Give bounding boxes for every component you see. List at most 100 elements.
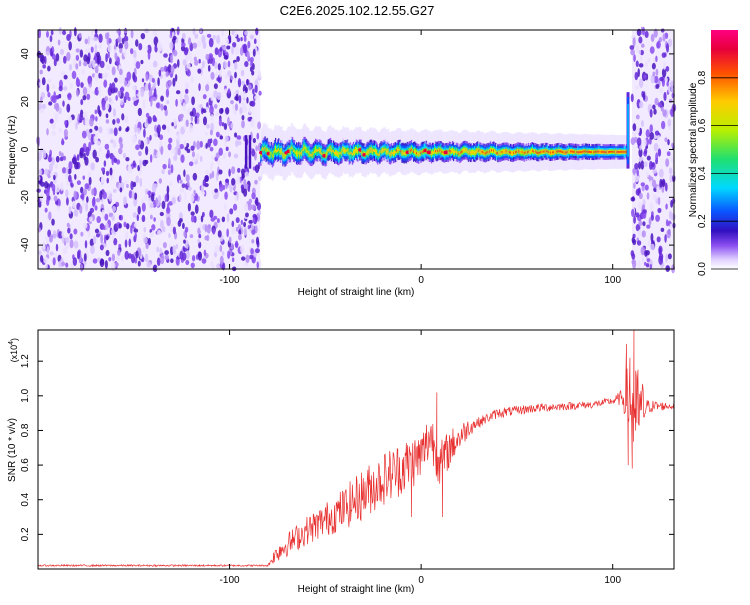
noise-blob (209, 129, 213, 136)
noise-blob (190, 114, 194, 122)
signal-band-cell (400, 150, 402, 153)
signal-band-cell (470, 151, 473, 154)
signal-band-cell (410, 148, 413, 151)
signal-band-cell (399, 148, 401, 151)
signal-band-cell (509, 151, 512, 154)
noise-blob (87, 35, 90, 45)
noise-blob (191, 157, 197, 163)
noise-blob (84, 48, 90, 53)
noise-blob (68, 206, 72, 215)
signal-band-cell (541, 151, 544, 154)
signal-band-cell (592, 151, 594, 154)
signal-band-cell (306, 149, 309, 153)
snr-scale-close: ) (9, 338, 19, 341)
noise-blob (72, 257, 78, 266)
signal-band-cell (459, 152, 461, 155)
signal-band-cell (477, 149, 479, 152)
noise-blob (133, 223, 138, 228)
signal-band-cell (483, 151, 486, 154)
noise-blob (661, 178, 666, 188)
noise-blob (94, 44, 98, 50)
signal-band-cell (558, 150, 560, 153)
signal-band-cell (519, 150, 522, 153)
signal-band-cell (337, 152, 339, 156)
noise-blob (96, 233, 100, 238)
signal-band-cell (613, 150, 615, 153)
noise-blob (659, 76, 664, 82)
noise-blob (658, 87, 664, 94)
noise-blob (67, 92, 72, 101)
noise-blob (653, 142, 659, 152)
noise-blob (105, 64, 111, 71)
noise-blob (153, 183, 158, 188)
noise-blob (189, 234, 194, 239)
spectrogram-panel: -100 0 100 -40 -20 0 20 40 Height of straight l… (7, 26, 677, 298)
noise-blob (246, 78, 249, 86)
noise-blob (62, 246, 68, 255)
signal-band-cell (587, 150, 590, 153)
noise-blob (197, 251, 203, 261)
noise-blob (141, 78, 145, 83)
noise-blob (130, 224, 133, 234)
signal-band-cell (494, 150, 496, 153)
noise-blob (121, 113, 125, 121)
noise-blob (139, 159, 142, 169)
noise-blob (221, 262, 226, 271)
noise-blob (123, 35, 129, 42)
signal-band-cell (269, 153, 272, 157)
noise-blob (642, 91, 646, 101)
colorbar-tick-label: 0.8 (697, 70, 708, 84)
noise-blob (44, 181, 49, 189)
signal-band-cell (297, 152, 299, 156)
noise-blob (643, 211, 647, 219)
noise-blob (668, 126, 672, 131)
noise-blob (233, 132, 238, 138)
noise-blob (635, 224, 641, 232)
noise-blob (170, 258, 174, 264)
noise-blob (152, 29, 156, 36)
noise-blob (182, 102, 187, 112)
noise-blob (190, 195, 195, 203)
noise-blob (137, 107, 142, 117)
noise-blob (44, 168, 49, 176)
signal-band-cell (615, 150, 617, 153)
signal-band-cell (317, 149, 319, 152)
signal-band-cell (565, 151, 568, 154)
noise-blob (206, 123, 210, 129)
noise-blob (151, 224, 156, 231)
noise-blob (646, 155, 651, 161)
signal-band-cell (586, 150, 589, 153)
noise-blob (196, 40, 202, 47)
noise-blob (226, 45, 231, 50)
noise-blob (123, 179, 128, 186)
signal-band-cell (529, 150, 532, 153)
signal-band-cell (298, 151, 300, 155)
noise-blob (642, 221, 646, 227)
noise-blob (252, 138, 257, 144)
noise-blob (153, 148, 157, 156)
noise-blob (654, 130, 660, 136)
noise-blob (71, 200, 76, 208)
noise-blob (217, 63, 221, 71)
noise-blob (226, 213, 230, 223)
noise-blob (69, 82, 74, 90)
noise-blob (155, 197, 159, 206)
signal-band-cell (610, 150, 612, 153)
noise-blob (55, 102, 60, 112)
noise-blob (133, 75, 138, 83)
noise-blob (224, 135, 229, 142)
noise-blob (655, 68, 659, 76)
signal-band-cell (349, 151, 352, 155)
snr-y-tick-label: 1.0 (20, 388, 31, 402)
noise-blob (137, 260, 141, 267)
noise-blob (118, 243, 122, 248)
noise-blob (637, 201, 643, 210)
noise-blob (108, 193, 112, 202)
noise-blob (63, 128, 68, 138)
noise-blob (235, 93, 239, 102)
noise-blob (160, 146, 164, 156)
noise-blob (156, 257, 161, 267)
noise-blob (243, 35, 247, 42)
signal-band-cell (438, 149, 440, 152)
